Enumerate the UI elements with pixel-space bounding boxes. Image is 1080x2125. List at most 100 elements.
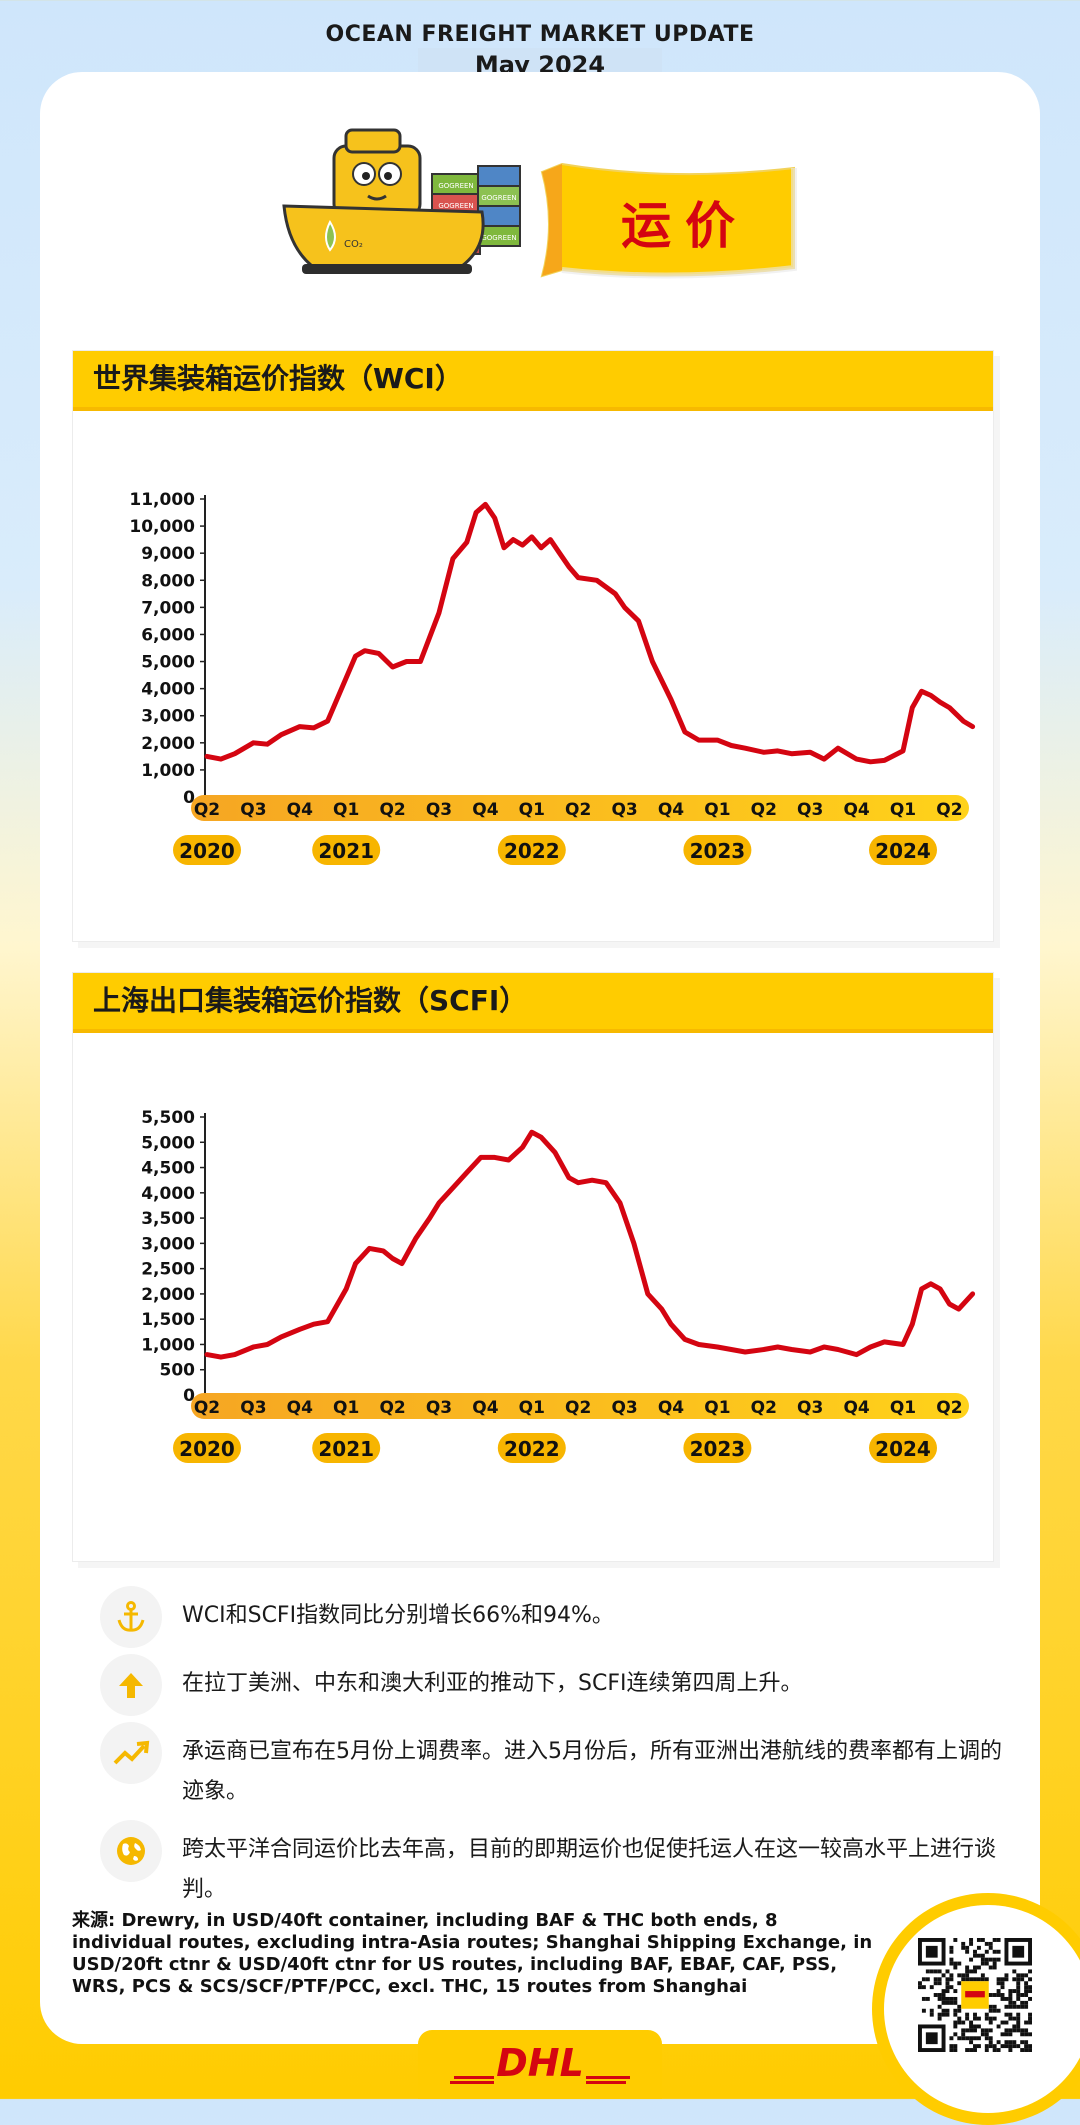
x-quarter-label: Q3 (797, 1398, 823, 1418)
y-tick-label: 4,500 (141, 1159, 195, 1179)
x-quarter-label: Q4 (472, 1398, 498, 1418)
year-pill (869, 835, 937, 865)
qr-code[interactable] (918, 1938, 1032, 2052)
svg-text:GOGREEN: GOGREEN (481, 194, 516, 202)
y-tick-label: 2,000 (141, 734, 195, 754)
x-quarter-label: Q1 (333, 1398, 359, 1418)
y-tick-label: 6,000 (141, 625, 195, 645)
year-pill (312, 1433, 381, 1463)
y-tick-label: 4,000 (141, 1184, 195, 1204)
x-quarter-label: Q3 (240, 800, 266, 820)
dhl-logo: DHL (450, 2043, 630, 2085)
y-tick-label: 500 (160, 1361, 196, 1381)
year-pill (869, 1433, 937, 1463)
x-quarter-label: Q2 (565, 800, 591, 820)
year-label: 2022 (504, 839, 560, 863)
x-quarter-label: Q2 (379, 800, 405, 820)
trend-up-icon (100, 1722, 162, 1784)
x-quarter-label: Q4 (658, 1398, 684, 1418)
y-tick-label: 1,000 (141, 1335, 195, 1355)
x-quarter-label: Q4 (287, 800, 313, 820)
scfi-chart: 05001,0001,5002,0002,5003,0003,5004,0004… (141, 1108, 976, 1463)
year-pill (173, 1433, 241, 1463)
svg-text:GOGREEN: GOGREEN (438, 202, 473, 210)
x-quarter-label: Q1 (890, 800, 916, 820)
footer-tab (418, 2030, 662, 2099)
svg-text:GOGREEN: GOGREEN (481, 234, 516, 242)
year-pill (497, 1433, 566, 1463)
x-quarter-label: Q1 (333, 800, 359, 820)
x-quarter-label: Q2 (194, 800, 220, 820)
bullet-text: 承运商已宣布在5月份上调费率。进入5月份后，所有亚洲出港航线的费率都有上调的迹象… (182, 1739, 1002, 1804)
x-quarter-label: Q3 (426, 1398, 452, 1418)
y-tick-label: 8,000 (141, 571, 195, 591)
source-note: 来源: Drewry, in USD/40ft container, inclu… (72, 1910, 873, 1997)
y-tick-label: 2,500 (141, 1260, 195, 1280)
scfi-chart-title: 上海出口集装箱运价指数（SCFI） (73, 973, 993, 1033)
year-pill (683, 1433, 752, 1463)
bullet-text: 在拉丁美洲、中东和澳大利亚的推动下，SCFI连续第四周上升。 (182, 1671, 803, 1696)
y-tick-label: 5,500 (141, 1108, 195, 1128)
y-tick-label: 3,500 (141, 1209, 195, 1229)
x-quarter-label: Q2 (751, 1398, 777, 1418)
x-quarter-label: Q4 (287, 1398, 313, 1418)
y-tick-label: 1,500 (141, 1310, 195, 1330)
x-quarter-label: Q3 (611, 1398, 637, 1418)
x-quarter-label: Q3 (240, 1398, 266, 1418)
year-label: 2024 (875, 1437, 931, 1461)
co2-badge: CO₂ (344, 239, 363, 250)
year-label: 2023 (690, 839, 746, 863)
y-tick-label: 3,000 (141, 1234, 195, 1254)
y-tick-label: 5,000 (141, 653, 195, 673)
svg-text:DHL: DHL (496, 2043, 584, 2085)
wci-chart-panel: 世界集装箱运价指数（WCI） 0 1,000 2,000 3,000 4,000 5,00… (72, 350, 994, 942)
container-stack: GOGREEN GOGREEN GOGREEN GOGREEN (431, 165, 521, 255)
bullet-text: WCI和SCFI指数同比分别增长66%和94%。 (182, 1603, 614, 1628)
y-tick-label: 4,000 (141, 680, 195, 700)
year-label: 2023 (690, 1437, 746, 1461)
x-quarter-label: Q2 (936, 1398, 962, 1418)
cargo-ship-illustration: GOGREEN GOGREEN GOGREEN GOGREEN CO₂ (282, 128, 521, 274)
report-title: OCEAN FREIGHT MARKET UPDATE (325, 22, 755, 47)
index-line (204, 1129, 976, 1360)
year-label: 2020 (179, 839, 235, 863)
y-tick-label: 1,000 (141, 761, 195, 781)
x-quarter-label: Q1 (704, 1398, 730, 1418)
y-tick-label: 10,000 (129, 517, 195, 537)
year-pill (312, 835, 381, 865)
year-label: 2022 (504, 1437, 560, 1461)
y-tick-label: 7,000 (141, 598, 195, 618)
x-quarter-label: Q1 (519, 800, 545, 820)
globe-icon (100, 1820, 162, 1882)
wci-chart-title: 世界集装箱运价指数（WCI） (73, 351, 993, 411)
y-tick-label: 3,000 (141, 707, 195, 727)
scfi-chart-panel: 上海出口集装箱运价指数（SCFI） 0 500 1,000 1,500 2,000 2,5… (72, 972, 994, 1562)
x-quarter-label: Q1 (704, 800, 730, 820)
x-quarter-label: Q4 (658, 800, 684, 820)
year-label: 2024 (875, 839, 931, 863)
quarter-axis-bar (191, 1393, 969, 1419)
y-tick-label: 5,000 (141, 1133, 195, 1153)
x-quarter-label: Q2 (751, 800, 777, 820)
x-quarter-label: Q4 (472, 800, 498, 820)
arrow-up-icon (100, 1654, 162, 1716)
y-tick-label: 2,000 (141, 1285, 195, 1305)
y-tick-label: 11,000 (129, 490, 195, 510)
x-quarter-label: Q1 (519, 1398, 545, 1418)
y-tick-label: 9,000 (141, 544, 195, 564)
banner-flag (540, 162, 797, 279)
bullet-text: 跨太平洋合同运价比去年高，目前的即期运价也促使托运人在这一较高水平上进行谈判。 (182, 1837, 997, 1902)
x-quarter-label: Q4 (843, 1398, 869, 1418)
anchor-icon (100, 1586, 162, 1648)
quarter-axis-bar (191, 795, 969, 821)
wci-chart: 01,0002,0003,0004,0005,0006,0007,0008,00… (129, 490, 976, 865)
x-quarter-label: Q2 (936, 800, 962, 820)
year-label: 2020 (179, 1437, 235, 1461)
x-quarter-label: Q3 (611, 800, 637, 820)
x-quarter-label: Q2 (565, 1398, 591, 1418)
year-label: 2021 (318, 1437, 374, 1461)
banner-title: 运价 (621, 197, 749, 255)
year-label: 2021 (318, 839, 374, 863)
year-pill (683, 835, 752, 865)
x-quarter-label: Q1 (890, 1398, 916, 1418)
